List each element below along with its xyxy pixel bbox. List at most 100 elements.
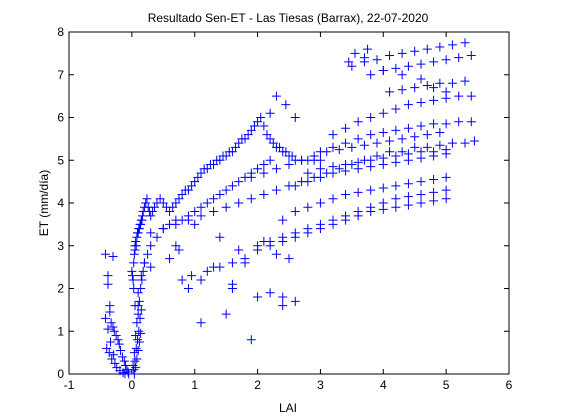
data-point	[416, 98, 426, 108]
data-point	[363, 44, 373, 54]
data-point	[202, 198, 212, 208]
data-point	[397, 48, 407, 58]
data-point	[137, 275, 147, 285]
data-point	[171, 219, 181, 229]
data-point	[183, 215, 193, 225]
data-point	[259, 121, 269, 131]
data-point	[454, 91, 464, 101]
y-axis-label: ET (mm/día)	[37, 170, 51, 236]
data-point	[152, 232, 162, 242]
data-point	[227, 181, 237, 191]
data-point	[429, 174, 439, 184]
data-point	[271, 249, 281, 259]
chart-title: Resultado Sen-ET - Las Tiesas (Barrax), …	[148, 11, 429, 25]
data-point	[403, 100, 413, 110]
data-point	[265, 288, 275, 298]
data-point	[334, 164, 344, 174]
data-point	[134, 337, 144, 347]
data-point	[303, 168, 313, 178]
data-point	[315, 164, 325, 174]
data-point	[134, 224, 144, 234]
data-point	[410, 46, 420, 56]
y-tick-label: 6	[57, 111, 64, 125]
data-point	[435, 42, 445, 52]
data-point	[190, 207, 200, 217]
data-point	[403, 200, 413, 210]
data-point	[391, 194, 401, 204]
data-point	[134, 296, 144, 306]
x-tick-label: 0	[129, 378, 136, 392]
data-point	[113, 335, 123, 345]
data-point	[128, 275, 138, 285]
data-point	[133, 335, 143, 345]
data-point	[403, 155, 413, 165]
data-point	[341, 138, 351, 148]
data-point	[328, 142, 338, 152]
data-point	[143, 249, 153, 259]
data-point	[422, 44, 432, 54]
y-tick-label: 5	[57, 153, 64, 167]
data-point	[290, 228, 300, 238]
data-point	[353, 134, 363, 144]
data-point	[416, 59, 426, 69]
data-point	[284, 254, 294, 264]
y-tick-label: 1	[57, 324, 64, 338]
data-point	[403, 179, 413, 189]
data-point	[196, 211, 206, 221]
data-point	[466, 91, 476, 101]
data-point	[134, 326, 144, 336]
data-point	[385, 51, 395, 61]
data-point	[129, 258, 139, 268]
data-point	[353, 187, 363, 197]
data-point	[372, 55, 382, 65]
data-point	[196, 202, 206, 212]
data-point	[105, 337, 115, 347]
data-point	[460, 38, 470, 48]
data-point	[378, 198, 388, 208]
data-point	[469, 136, 479, 146]
data-point	[435, 78, 445, 88]
x-tick-label: 6	[506, 378, 513, 392]
data-point	[202, 266, 212, 276]
data-point	[410, 132, 420, 142]
data-point	[133, 345, 143, 355]
data-point	[246, 335, 256, 345]
data-point	[403, 192, 413, 202]
data-point	[328, 194, 338, 204]
data-point	[131, 363, 141, 373]
data-point	[441, 87, 451, 97]
data-point	[130, 356, 140, 366]
data-point	[271, 91, 281, 101]
data-point	[146, 262, 156, 272]
data-point	[447, 78, 457, 88]
x-tick-label: 2	[254, 378, 261, 392]
data-point	[278, 301, 288, 311]
data-point	[460, 138, 470, 148]
data-point	[259, 236, 269, 246]
data-point	[114, 339, 124, 349]
data-point	[454, 53, 464, 63]
data-point	[315, 219, 325, 229]
data-point	[158, 224, 168, 234]
y-tick-label: 7	[57, 68, 64, 82]
data-point	[234, 198, 244, 208]
data-point	[416, 74, 426, 84]
data-points	[100, 38, 479, 379]
data-point	[118, 368, 128, 378]
data-point	[303, 224, 313, 234]
data-point	[221, 309, 231, 319]
data-point	[290, 181, 300, 191]
data-point	[429, 196, 439, 206]
data-point	[117, 352, 127, 362]
data-point	[136, 219, 146, 229]
data-point	[120, 369, 130, 379]
data-point	[165, 254, 175, 264]
data-point	[359, 53, 369, 63]
data-point	[366, 162, 376, 172]
y-tick-label: 4	[57, 196, 64, 210]
data-point	[441, 185, 451, 195]
data-point	[403, 61, 413, 71]
data-point	[378, 127, 388, 137]
data-point	[460, 76, 470, 86]
